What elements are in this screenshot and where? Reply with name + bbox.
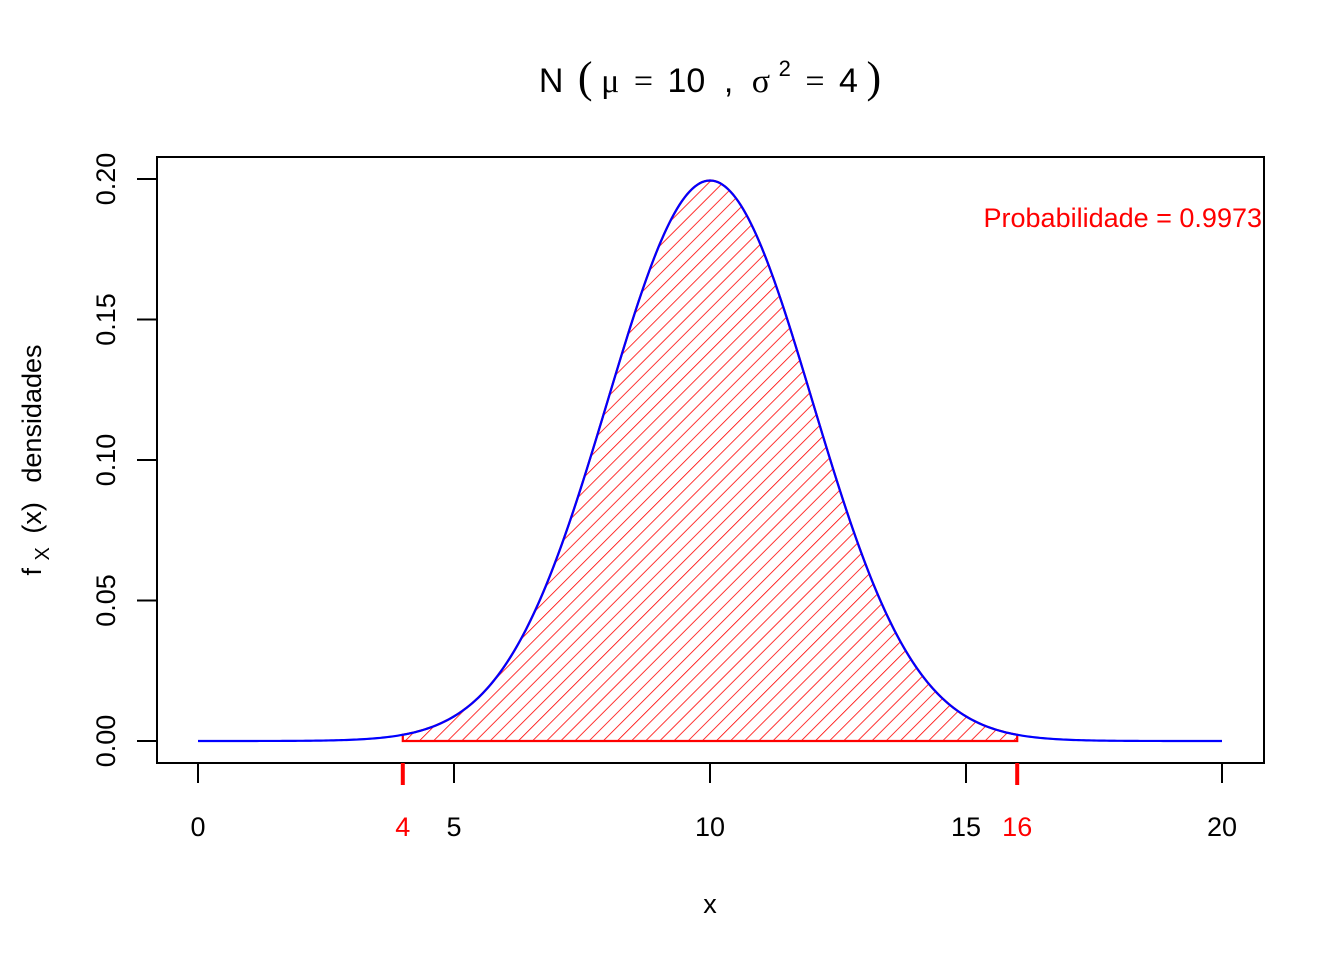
probability-annotation: Probabilidade = 0.9973: [984, 203, 1262, 233]
y-label-subscript: X: [32, 547, 54, 560]
title-separator: ,: [724, 62, 733, 100]
density-curve-layer: [198, 179, 1222, 743]
shaded-region-layer: [401, 179, 1019, 743]
x-axis: 0 5 10 15 20 4 16: [190, 762, 1237, 842]
title-prefix: N: [539, 62, 564, 100]
x-tick-label: 0: [190, 812, 205, 842]
title-equals-1: =: [634, 63, 653, 100]
y-tick-label: 0.00: [91, 715, 121, 768]
y-axis: 0.00 0.05 0.10 0.15 0.20: [91, 153, 158, 768]
y-tick-label: 0.20: [91, 153, 121, 206]
shaded-probability-region: [401, 179, 1019, 743]
x-tick-label: 20: [1207, 812, 1237, 842]
chart-title: N ( μ = 10 , σ 2 = 4 ): [539, 47, 881, 102]
x-tick-label: 15: [951, 812, 981, 842]
y-label-func: f: [17, 568, 47, 576]
y-tick-label: 0.15: [91, 293, 121, 346]
title-sigma-symbol: σ: [752, 63, 770, 100]
title-mu-symbol: μ: [601, 63, 619, 100]
title-mu-value: 10: [668, 62, 706, 100]
title-sigma-exponent: 2: [779, 56, 791, 81]
y-label-argument: (x): [17, 502, 47, 533]
y-axis-label: f X (x) densidades: [17, 344, 55, 575]
density-curve: [198, 179, 1222, 743]
x-interval-lower-label: 4: [395, 812, 410, 842]
x-axis-label: x: [703, 889, 717, 919]
y-tick-label: 0.05: [91, 574, 121, 627]
x-tick-label: 5: [446, 812, 461, 842]
y-label-suffix: densidades: [17, 344, 47, 482]
y-tick-label: 0.10: [91, 434, 121, 487]
x-interval-upper-label: 16: [1002, 812, 1032, 842]
title-sigma-value: 4: [839, 62, 858, 100]
title-equals-2: =: [805, 63, 824, 100]
x-tick-label: 10: [695, 812, 725, 842]
